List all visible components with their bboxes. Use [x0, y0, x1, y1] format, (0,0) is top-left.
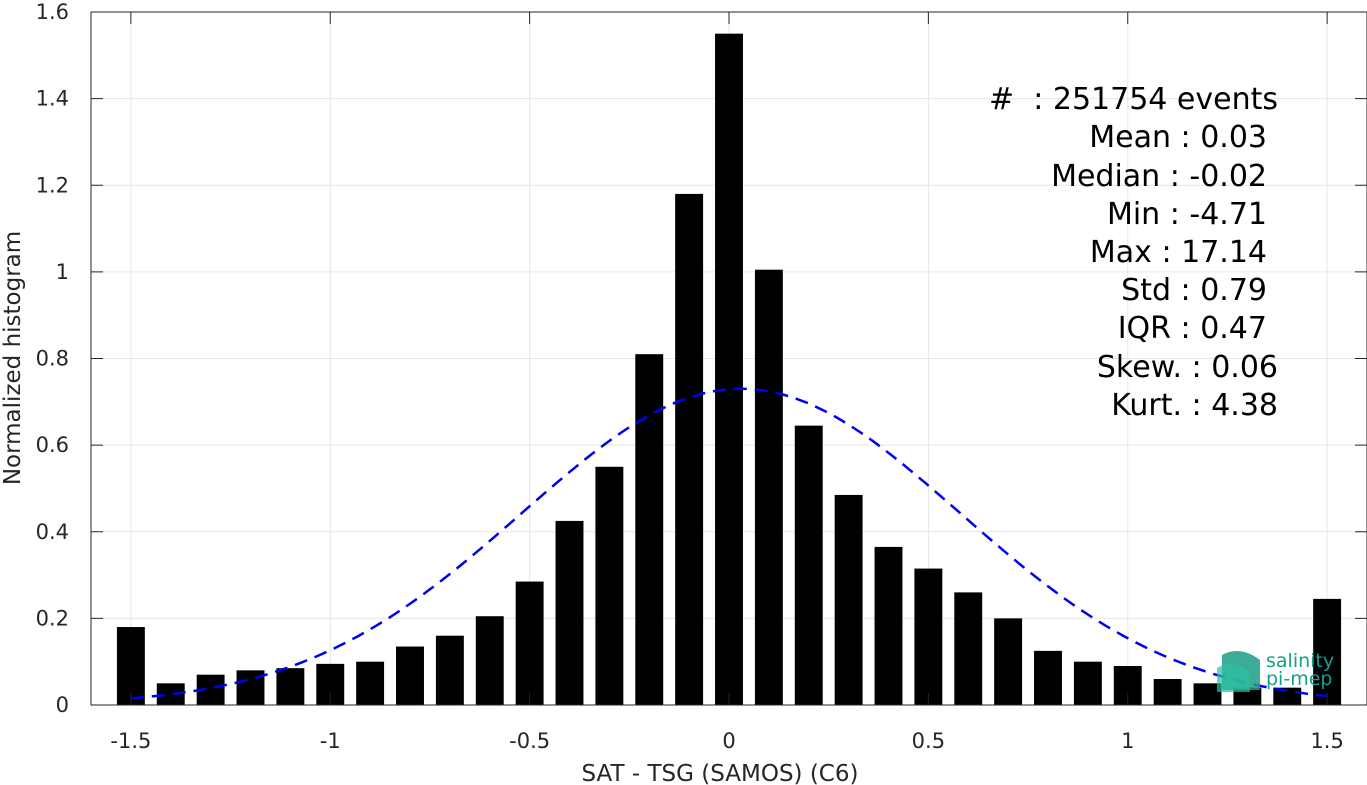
stat-std: Std : 0.79 [1121, 273, 1267, 308]
histogram-bar [1034, 650, 1062, 705]
histogram-bar [356, 661, 385, 705]
x-tick-label: 0 [722, 729, 735, 753]
histogram-bar [1233, 687, 1262, 705]
y-tick-label: 0.2 [36, 606, 69, 630]
stat-min: Min : -4.71 [1107, 197, 1267, 232]
histogram-bar [1193, 683, 1222, 705]
logo-line2: pi-mep [1266, 668, 1332, 690]
y-tick-label: 0.6 [36, 433, 69, 457]
x-tick-label: 0.5 [912, 729, 945, 753]
x-tick-label: 1.5 [1310, 729, 1343, 753]
y-tick-label: 0.4 [36, 520, 69, 544]
axes-frame [90, 11, 1367, 706]
histogram-bar [1313, 598, 1342, 705]
y-tick-label: 0.8 [36, 347, 69, 371]
histogram-bar [635, 354, 664, 705]
histogram-bar [994, 618, 1023, 705]
histogram-bars [116, 33, 1342, 705]
histogram-bar [715, 33, 743, 705]
histogram-bar [754, 269, 783, 705]
histogram-bar [1153, 679, 1182, 705]
x-axis-label: SAT - TSG (SAMOS) (C6) [582, 761, 859, 785]
y-tick-labels: 0 0.2 0.4 0.6 0.8 1 1.2 1.4 1.6 [36, 0, 69, 717]
histogram-bar [555, 520, 584, 705]
stat-events: # : 251754 events [989, 82, 1278, 117]
histogram-bar [595, 466, 624, 705]
y-tick-label: 1 [56, 260, 69, 284]
x-tick-label: -1 [320, 729, 341, 753]
x-tick-label: -0.5 [509, 729, 550, 753]
histogram-bar [874, 546, 903, 705]
y-tick-label: 1.6 [36, 0, 69, 24]
x-tick-label: -1.5 [110, 729, 151, 753]
histogram-bar [435, 635, 464, 705]
logo-wave-icon [1217, 651, 1260, 692]
histogram-bar [954, 592, 983, 705]
histogram-bar [396, 646, 424, 705]
histogram-bar [1273, 687, 1302, 705]
salinity-pi-mep-logo: salinity pi-mep [1217, 650, 1334, 692]
normal-fit-curve [130, 387, 1328, 700]
stat-median: Median : -0.02 [1051, 159, 1267, 194]
histogram-bar [914, 568, 943, 705]
y-axis-label: Normalized histogram [0, 231, 26, 485]
histogram-bar [116, 627, 145, 705]
histogram-bar [515, 581, 544, 705]
histogram-bar [834, 494, 863, 705]
histogram-bar [794, 425, 823, 705]
stat-iqr: IQR : 0.47 [1118, 311, 1267, 346]
histogram-bar [675, 193, 704, 705]
histogram-bar [276, 668, 305, 705]
logo-line1: salinity [1266, 650, 1334, 672]
stat-max: Max : 17.14 [1090, 235, 1267, 270]
x-tick-label: 1 [1121, 729, 1134, 753]
y-tick-label: 0 [56, 693, 69, 717]
stat-kurt: Kurt. : 4.38 [1111, 388, 1278, 423]
stat-skew: Skew. : 0.06 [1097, 350, 1278, 385]
histogram-bar [475, 616, 504, 705]
y-tick-label: 1.2 [36, 173, 69, 197]
y-tick-label: 1.4 [36, 87, 69, 111]
stat-mean: Mean : 0.03 [1089, 120, 1267, 155]
x-tick-labels: -1.5 -1 -0.5 0 0.5 1 1.5 [110, 729, 1343, 753]
stats-box: # : 251754 events Mean : 0.03 Median : -… [989, 82, 1278, 423]
histogram-bar [1073, 661, 1102, 705]
histogram-bar [156, 683, 185, 705]
